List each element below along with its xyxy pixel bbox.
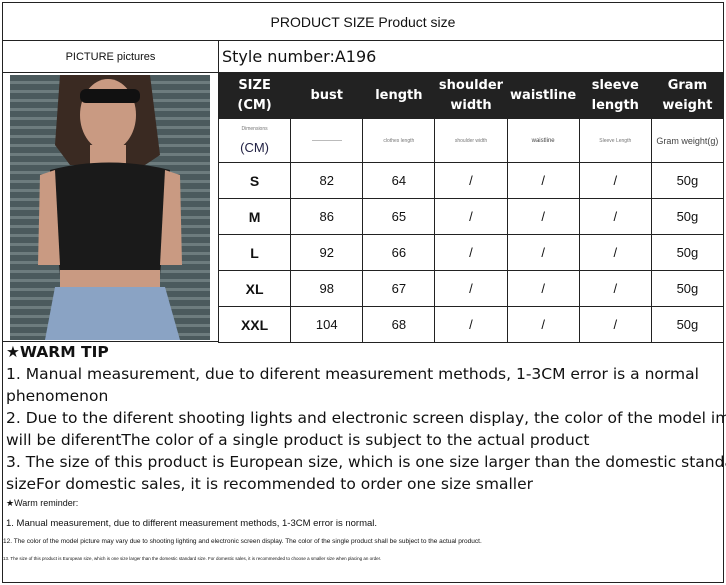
cell-gram: 50g [650, 306, 725, 343]
style-number: Style number:A196 [218, 40, 724, 73]
cell-bust: 98 [290, 270, 364, 307]
tip-line: 1. Manual measurement, due to diferent m… [6, 365, 699, 383]
cell-sleeve: / [578, 234, 652, 271]
cell-size: S [217, 162, 292, 199]
cell-length: 66 [362, 234, 436, 271]
dim-waist: waistline [506, 118, 580, 163]
header-row: SIZE (CM) bust length shoulder width waist… [217, 72, 725, 119]
tip-line: sizeFor domestic sales, it is recommende… [6, 475, 533, 493]
header-waistline: waistline [506, 72, 580, 119]
cell-gram: 50g [650, 198, 725, 235]
cell-shoulder: / [434, 162, 508, 199]
picture-label: PICTURE pictures [2, 40, 219, 73]
dim-size: Dimensions (CM) [217, 118, 292, 163]
table-row: XXL 104 68///50g [217, 306, 725, 343]
tip-line: will be diferentThe color of a single pr… [6, 431, 590, 449]
tip-line: 2. Due to the diferent shooting lights a… [6, 409, 726, 427]
table-row: L 92 66///50g [217, 234, 725, 271]
header-sleeve: sleeve length [578, 72, 652, 119]
cell-waist: / [506, 270, 580, 307]
cell-shoulder: / [434, 234, 508, 271]
dim-length: clothes length [362, 118, 436, 163]
warm-tip-heading: ★WARM TIP [6, 343, 109, 361]
cell-length: 65 [362, 198, 436, 235]
cell-bust: 104 [290, 306, 364, 343]
cell-size: L [217, 234, 292, 271]
header-size: SIZE (CM) [217, 72, 292, 119]
cell-waist: / [506, 234, 580, 271]
cell-gram: 50g [650, 270, 725, 307]
cell-bust: 86 [290, 198, 364, 235]
table-row: M 86 65///50g [217, 198, 725, 235]
cell-bust: 92 [290, 234, 364, 271]
cell-size: XXL [217, 306, 292, 343]
cell-sleeve: / [578, 270, 652, 307]
product-photo [10, 75, 210, 340]
cell-size: M [217, 198, 292, 235]
reminder-heading: ★Warm reminder: [6, 498, 79, 508]
cell-gram: 50g [650, 162, 725, 199]
tip-line: 3. The size of this product is European … [6, 453, 726, 471]
dim-gram: Gram weight(g) [650, 118, 725, 163]
dim-shoulder: shoulder width [434, 118, 508, 163]
cell-sleeve: / [578, 198, 652, 235]
cell-bust: 82 [290, 162, 364, 199]
reminder-line: 1. Manual measurement, due to different … [6, 518, 378, 529]
cell-sleeve: / [578, 162, 652, 199]
cell-waist: / [506, 306, 580, 343]
cell-gram: 50g [650, 234, 725, 271]
cell-shoulder: / [434, 306, 508, 343]
cell-waist: / [506, 198, 580, 235]
cell-length: 68 [362, 306, 436, 343]
header-shoulder: shoulder width [434, 72, 508, 119]
size-table: SIZE (CM) bust length shoulder width waist… [217, 72, 725, 343]
table-row: XL 98 67///50g [217, 270, 725, 307]
warm-tip: ★WARM TIP 1. Manual measurement, due to … [2, 341, 726, 583]
table-row: S 82 64///50g [217, 162, 725, 199]
dimensions-row: Dimensions (CM) clothes length shoulder w… [217, 118, 725, 163]
cell-shoulder: / [434, 198, 508, 235]
dim-sleeve: Sleeve Length [578, 118, 652, 163]
cell-waist: / [506, 162, 580, 199]
tip-line: phenomenon [6, 387, 109, 405]
header-gram: Gram weight [650, 72, 725, 119]
header-bust: bust [290, 72, 364, 119]
cell-sleeve: / [578, 306, 652, 343]
cell-length: 67 [362, 270, 436, 307]
cell-length: 64 [362, 162, 436, 199]
cell-shoulder: / [434, 270, 508, 307]
reminder-line: 13. The size of this product is European… [3, 556, 382, 561]
reminder-line: 12. The color of the model picture may v… [3, 538, 482, 545]
cell-size: XL [217, 270, 292, 307]
header-length: length [362, 72, 436, 119]
dim-bust [290, 118, 364, 163]
page-title: PRODUCT SIZE Product size [2, 2, 724, 41]
